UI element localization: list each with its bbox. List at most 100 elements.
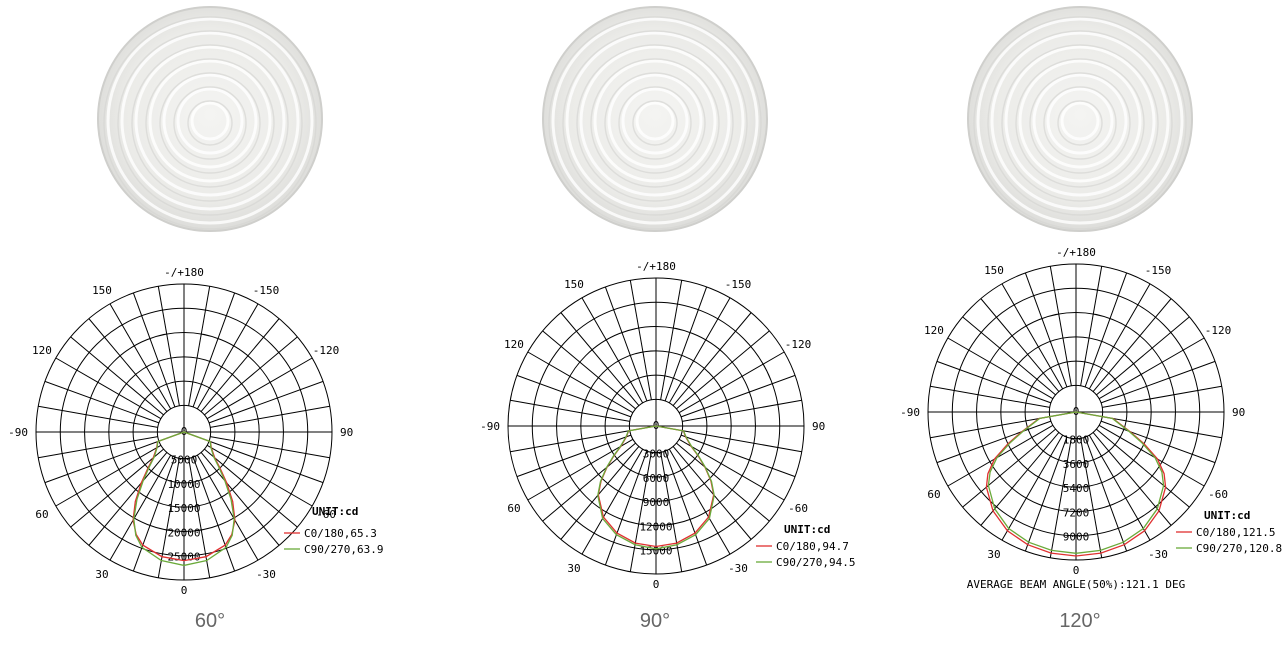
grid-spoke (510, 399, 630, 422)
angle-label: -90 (8, 426, 28, 439)
grid-spoke (560, 312, 640, 406)
grid-spoke (527, 351, 634, 414)
angle-label: 60 (927, 488, 940, 501)
grid-spoke (581, 448, 644, 555)
grid-spoke (664, 286, 708, 402)
panel-120: -/+180 150 120 90 60 30 0 -30 -60 -90 -120 -150 0 180… (870, 0, 1285, 647)
lens-photo-icon (967, 6, 1193, 232)
radial-tick-label: 20000 (167, 526, 200, 539)
angle-label: 30 (567, 562, 580, 575)
radial-tick-label: 7200 (1063, 506, 1090, 519)
grid-spoke (188, 458, 211, 578)
grid-spoke (1024, 436, 1068, 552)
grid-spoke (70, 336, 164, 416)
grid-spoke (672, 446, 752, 540)
grid-spoke (962, 428, 1056, 508)
angle-label: 30 (987, 548, 1000, 561)
grid-spoke (1092, 298, 1172, 392)
polar-grid (35, 283, 333, 581)
legend-entry: C0/180,65.3 (304, 527, 377, 540)
grid-spoke (70, 448, 164, 528)
lens-image-60 (95, 4, 325, 238)
series-curve-c0-180 (985, 411, 1167, 557)
grid-spoke (678, 351, 785, 414)
angle-label: -60 (1208, 488, 1228, 501)
radial-tick-label: 25000 (167, 551, 200, 564)
grid-spoke (930, 385, 1050, 408)
grid-spoke (682, 430, 802, 453)
grid-spoke (1001, 283, 1064, 390)
grid-spoke (527, 438, 634, 501)
angle-label: 60 (507, 502, 520, 515)
grid-spoke (44, 380, 160, 424)
legend-entry: C0/180,94.7 (776, 540, 849, 553)
angle-label: -/+180 (1056, 246, 1096, 259)
grid-spoke (936, 420, 1052, 464)
legend-entry: C90/270,63.9 (304, 543, 383, 556)
grid-spoke (668, 448, 731, 555)
legend-entry: C0/180,121.5 (1196, 526, 1275, 539)
grid-spoke (1080, 438, 1103, 558)
angle-label: 60 (35, 508, 48, 521)
lens-image-120 (965, 4, 1195, 238)
grid-spoke (196, 303, 259, 410)
legend-entry: C90/270,120.8 (1196, 542, 1282, 555)
grid-spoke (208, 380, 324, 424)
radial-tick-label: 5400 (1063, 482, 1090, 495)
grid-spoke (157, 286, 180, 406)
beam-angle-note: AVERAGE BEAM ANGLE(50%):121.1 DEG (967, 578, 1186, 591)
caption-90: 90° (639, 610, 671, 632)
grid-spoke (682, 399, 802, 422)
grid-spoke (204, 336, 298, 416)
angle-label: -60 (316, 508, 336, 521)
grid-spoke (88, 318, 168, 412)
grid-spoke (1001, 434, 1064, 541)
grid-spoke (542, 330, 636, 410)
radial-tick-label: 3000 (643, 448, 670, 461)
caption-120: 120° (1059, 610, 1101, 632)
grid-spoke (204, 448, 298, 528)
grid-spoke (542, 442, 636, 522)
grid-spoke (676, 442, 770, 522)
grid-spoke (1096, 428, 1190, 508)
grid-spoke (930, 416, 1050, 439)
grid-spoke (629, 452, 652, 572)
grid-spoke (1049, 266, 1072, 386)
grid-spoke (962, 316, 1056, 396)
grid-spoke (132, 456, 176, 572)
grid-spoke (680, 434, 796, 478)
grid-spoke (516, 374, 632, 418)
angle-label: 120 (32, 344, 52, 357)
radial-tick-label: 3600 (1063, 458, 1090, 471)
grid-spoke (560, 446, 640, 540)
grid-spoke (196, 454, 259, 561)
grid-spoke (1098, 424, 1205, 487)
radial-tick-label: 1800 (1063, 434, 1090, 447)
grid-spoke (660, 280, 683, 400)
angle-label: -90 (480, 420, 500, 433)
angle-label: 150 (92, 284, 112, 297)
grid-spoke (192, 456, 236, 572)
unit-label: UNIT:cd (312, 505, 358, 518)
polar-grid (507, 277, 805, 575)
angle-label: -30 (1148, 548, 1168, 561)
angle-label: -90 (900, 406, 920, 419)
radial-tick-label: 9000 (1063, 531, 1090, 544)
radial-tick-label: 6000 (643, 472, 670, 485)
grid-spoke (206, 357, 313, 420)
panel-60: -/+180 150 120 90 60 30 0 -30 -60 -90 -120 -150 0 500… (0, 0, 420, 647)
grid-spoke (1024, 272, 1068, 388)
angle-label: -30 (728, 562, 748, 575)
grid-spoke (1080, 266, 1103, 386)
grid-spoke (188, 286, 211, 406)
angle-label: -60 (788, 502, 808, 515)
grid-spoke (88, 452, 168, 546)
grid-spoke (1102, 416, 1222, 439)
lens-image-90 (540, 4, 770, 238)
grid-spoke (581, 297, 644, 404)
angle-label: -30 (256, 568, 276, 581)
grid-spoke (1100, 420, 1216, 464)
grid-spoke (200, 452, 280, 546)
grid-spoke (660, 452, 683, 572)
grid-spoke (132, 292, 176, 408)
